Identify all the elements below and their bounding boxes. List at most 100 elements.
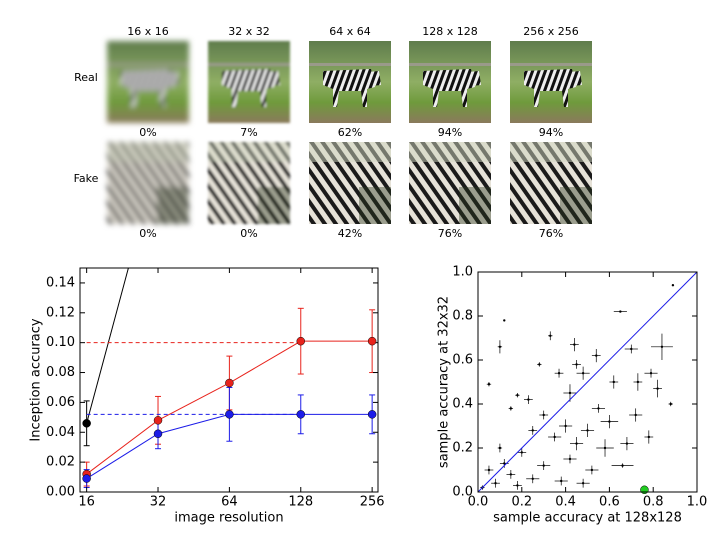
- image: [309, 142, 391, 224]
- marker: [367, 336, 377, 346]
- x-axis-label: sample accuracy at 128x128: [493, 511, 682, 526]
- x-tick-label: 0.6: [599, 495, 620, 510]
- chart: 0.0 0.2 0.4 0.6 0.8 1.0 0.0 0.2 0.4 0.6 0.8 1.0 samp…: [437, 265, 708, 526]
- point: [647, 435, 651, 439]
- x-tick-label: 0.8: [643, 495, 664, 510]
- x-tick-label: 16: [78, 495, 95, 510]
- point: [669, 402, 672, 406]
- y-axis-label: sample accuracy at 32x32: [437, 296, 452, 468]
- point: [557, 372, 561, 375]
- point: [586, 429, 589, 432]
- point: [509, 407, 513, 410]
- plot-area: [478, 272, 697, 492]
- y-tick-label: 0.04: [46, 425, 75, 440]
- y-tick-label: 0.12: [46, 305, 75, 320]
- point: [520, 451, 523, 454]
- point: [612, 380, 615, 384]
- point: [542, 464, 545, 467]
- y-tick-label: 0.14: [46, 275, 75, 290]
- point: [625, 442, 629, 445]
- y-tick-label: 0.4: [452, 397, 473, 412]
- accuracy-label: 7%: [240, 126, 257, 139]
- point: [568, 457, 572, 461]
- point: [595, 354, 598, 357]
- series-line: [86, 268, 129, 424]
- accuracy-label: 0%: [139, 227, 156, 240]
- accuracy-label: 62%: [338, 126, 362, 139]
- column-label: 64 x 64: [329, 25, 371, 38]
- marker: [640, 485, 649, 495]
- point: [608, 420, 611, 423]
- point: [603, 446, 607, 450]
- point: [549, 334, 552, 337]
- image: [409, 142, 491, 224]
- x-tick-label: 0.2: [511, 495, 532, 510]
- image: [409, 41, 491, 123]
- x-tick-label: 0.0: [468, 495, 489, 510]
- row-label: Fake: [74, 172, 99, 185]
- x-axis-label: image resolution: [174, 511, 283, 526]
- image: [208, 142, 290, 224]
- x-tick-label: 0.4: [555, 495, 576, 510]
- point: [509, 473, 513, 476]
- y-tick-label: 0.0: [452, 485, 473, 500]
- y-tick-label: 0.06: [46, 395, 75, 410]
- image: [510, 41, 592, 123]
- y-tick-label: 1.0: [452, 265, 473, 280]
- y-tick-label: 0.08: [46, 365, 75, 380]
- point: [575, 363, 578, 366]
- image: [107, 41, 189, 123]
- image: [510, 142, 592, 224]
- marker: [153, 416, 163, 425]
- point: [494, 482, 497, 485]
- accuracy-label: 42%: [338, 227, 362, 240]
- point: [656, 387, 659, 390]
- point: [671, 284, 675, 287]
- series-line: [478, 272, 697, 492]
- x-tick-label: 64: [221, 495, 238, 510]
- point: [660, 345, 664, 348]
- point: [649, 372, 653, 375]
- point: [527, 398, 530, 401]
- point: [619, 310, 622, 313]
- y-axis-label: Inception accuracy: [29, 318, 44, 441]
- point: [538, 363, 541, 366]
- marker: [82, 474, 91, 483]
- x-tick-label: 32: [150, 495, 167, 510]
- plot-frame: [477, 271, 698, 493]
- marker: [296, 410, 306, 419]
- point: [573, 343, 576, 346]
- column-label: 16 x 16: [127, 25, 169, 38]
- point: [581, 482, 585, 485]
- y-tick-label: 0.00: [46, 485, 75, 500]
- accuracy-label: 0%: [240, 227, 257, 240]
- marker: [153, 429, 163, 439]
- x-tick-label: 1.0: [687, 495, 708, 510]
- y-tick-label: 0.6: [452, 353, 473, 368]
- accuracy-label: 76%: [438, 227, 462, 240]
- accuracy-label: 94%: [539, 126, 563, 139]
- point: [590, 468, 594, 472]
- accuracy-label: 94%: [438, 126, 462, 139]
- column-label: 32 x 32: [228, 25, 270, 38]
- y-tick-label: 0.02: [46, 455, 75, 470]
- point: [634, 413, 637, 417]
- point: [487, 468, 491, 472]
- marker: [367, 410, 377, 419]
- image: [208, 41, 290, 123]
- plot-area: [83, 268, 376, 489]
- marker: [225, 410, 234, 419]
- point: [564, 424, 567, 428]
- marker: [82, 419, 91, 428]
- point: [503, 319, 506, 322]
- point: [542, 413, 545, 417]
- point: [487, 383, 491, 386]
- point: [516, 484, 519, 487]
- image: [107, 142, 189, 224]
- point: [575, 442, 578, 445]
- row-label: Real: [74, 71, 98, 84]
- point: [630, 347, 633, 351]
- y-tick-label: 0.10: [46, 335, 75, 350]
- point: [636, 380, 640, 384]
